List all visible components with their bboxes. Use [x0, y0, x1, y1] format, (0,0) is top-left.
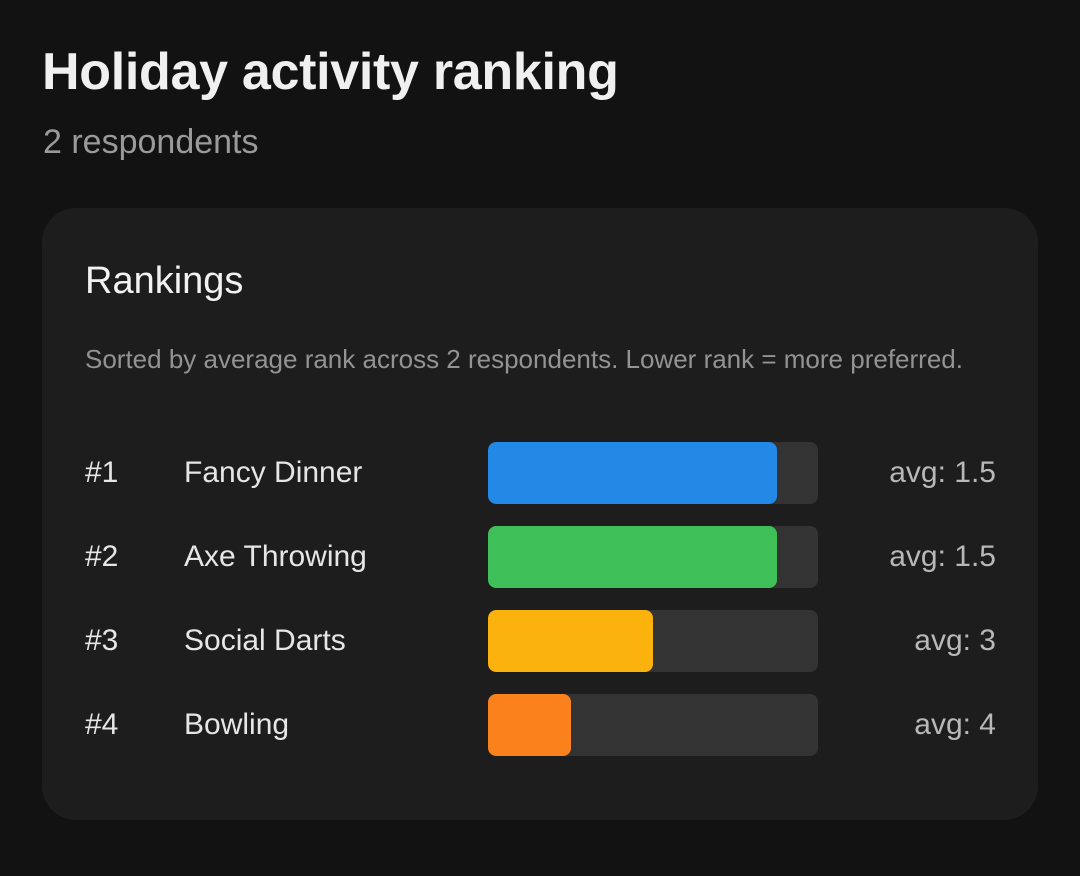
- rank-bar-fill: [488, 694, 571, 756]
- rank-number: #2: [85, 540, 119, 573]
- ranking-row: #2 Axe Throwing avg: 1.5: [42, 526, 1038, 588]
- rank-bar-fill: [488, 442, 777, 504]
- rankings-list: #1 Fancy Dinner avg: 1.5 #2 Axe Throwing…: [42, 442, 1038, 778]
- rank-number: #4: [85, 708, 119, 741]
- sort-note: Sorted by average rank across 2 responde…: [85, 344, 963, 374]
- activity-name: Social Darts: [184, 624, 346, 657]
- average-rank: avg: 1.5: [889, 540, 996, 573]
- activity-name: Axe Throwing: [184, 540, 367, 573]
- average-rank: avg: 3: [914, 624, 996, 657]
- card-title: Rankings: [85, 260, 244, 302]
- page-title: Holiday activity ranking: [42, 43, 619, 101]
- respondent-count: 2 respondents: [43, 123, 259, 161]
- rankings-card: Rankings Sorted by average rank across 2…: [42, 208, 1038, 820]
- ranking-row: #1 Fancy Dinner avg: 1.5: [42, 442, 1038, 504]
- ranking-row: #4 Bowling avg: 4: [42, 694, 1038, 756]
- rank-bar-fill: [488, 610, 653, 672]
- average-rank: avg: 4: [914, 708, 996, 741]
- rank-number: #3: [85, 624, 119, 657]
- rank-bar-fill: [488, 526, 777, 588]
- rank-number: #1: [85, 456, 119, 489]
- average-rank: avg: 1.5: [889, 456, 996, 489]
- rank-bar-track: [488, 694, 818, 756]
- rank-bar-track: [488, 442, 818, 504]
- rank-bar-track: [488, 610, 818, 672]
- ranking-row: #3 Social Darts avg: 3: [42, 610, 1038, 672]
- rank-bar-track: [488, 526, 818, 588]
- activity-name: Bowling: [184, 708, 290, 741]
- activity-name: Fancy Dinner: [184, 456, 363, 489]
